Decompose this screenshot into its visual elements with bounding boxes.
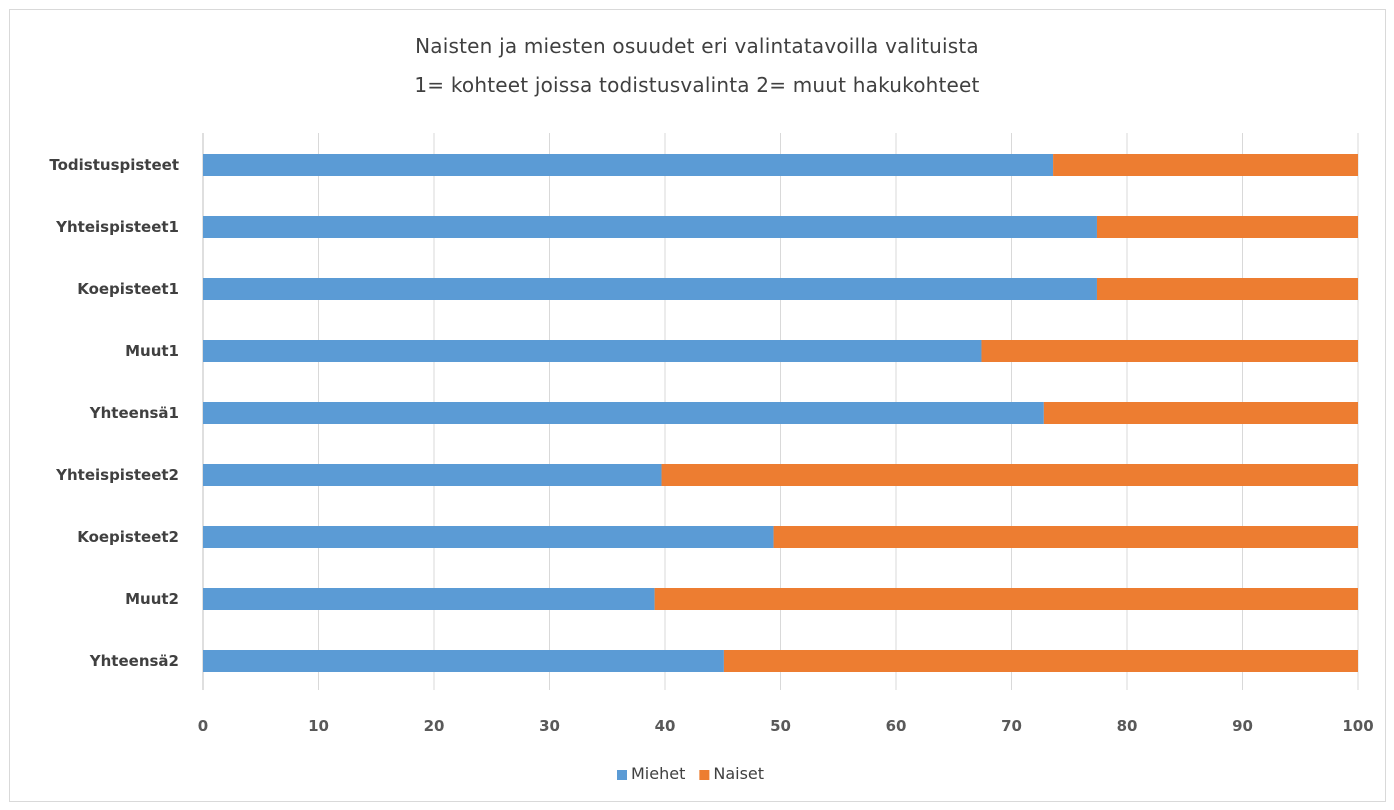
bar-naiset-8 [654,588,1358,610]
x-tick-label: 90 [1232,717,1253,735]
bars [203,154,1358,672]
category-label: Koepisteet1 [77,280,179,298]
x-tick-label: 50 [770,717,791,735]
x-tick-label: 10 [308,717,329,735]
x-tick-label: 20 [424,717,445,735]
category-label: Yhteispisteet2 [55,466,179,484]
legend-swatch-miehet [617,770,627,780]
x-tick-label: 100 [1342,717,1373,735]
bar-miehet-2 [203,216,1097,238]
category-label: Yhteispisteet1 [55,218,179,236]
category-label: Muut1 [125,342,179,360]
category-label: Yhteensä1 [89,404,179,422]
x-tick-label: 80 [1117,717,1138,735]
bar-naiset-3 [1096,278,1358,300]
bar-miehet-5 [203,402,1044,424]
bar-naiset-9 [723,650,1358,672]
bar-naiset-4 [981,340,1358,362]
bar-miehet-6 [203,464,662,486]
category-label: Muut2 [125,590,179,608]
x-axis-ticks: 0 10 20 30 40 50 60 70 80 90 100 [198,717,1374,735]
x-tick-label: 0 [198,717,208,735]
x-tick-label: 60 [886,717,907,735]
bar-miehet-4 [203,340,982,362]
bar-naiset-5 [1043,402,1358,424]
legend-label-miehet: Miehet [631,764,685,783]
legend-label-naiset: Naiset [713,764,764,783]
x-tick-label: 30 [539,717,560,735]
category-label: Todistuspisteet [49,156,179,174]
bar-miehet-3 [203,278,1097,300]
bar-naiset-2 [1096,216,1358,238]
bar-miehet-1 [203,154,1054,176]
legend: Miehet Naiset [617,764,764,783]
bar-miehet-8 [203,588,655,610]
x-tick-label: 40 [655,717,676,735]
bar-miehet-9 [203,650,724,672]
chart-title-line-2: 1= kohteet joissa todistusvalinta 2= muu… [414,73,980,97]
bar-miehet-7 [203,526,774,548]
category-label: Yhteensä2 [89,652,179,670]
category-labels: Todistuspisteet Yhteispisteet1 Koepisteet1… [49,156,179,670]
chart-title-line-1: Naisten ja miesten osuudet eri valintata… [415,34,979,58]
category-label: Koepisteet2 [77,528,179,546]
legend-swatch-naiset [699,770,710,780]
x-tick-label: 70 [1001,717,1022,735]
bar-naiset-6 [661,464,1358,486]
bar-naiset-7 [773,526,1358,548]
bar-naiset-1 [1053,154,1358,176]
